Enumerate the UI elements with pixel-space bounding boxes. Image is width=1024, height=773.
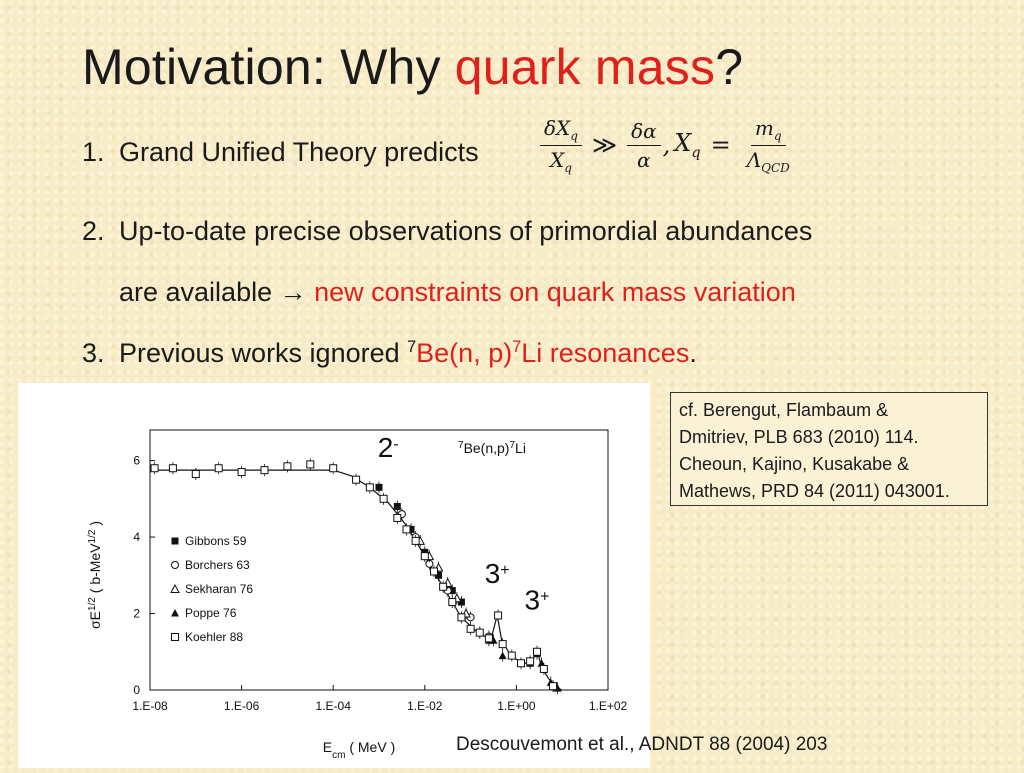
data-point [484,634,493,643]
figure-citation: Descouvemont et al., ADNDT 88 (2004) 203 [456,734,828,755]
data-point [407,525,415,533]
chart-svg: 1.E-08 1.E-06 1.E-04 1.E-02 1.E+00 1.E+02 0 2 4 6… [87,429,628,761]
fraction-mq-over-lambda: mq ΛQCD [746,116,790,176]
data-point [168,464,177,473]
legend-marker [171,537,179,545]
data-point [539,664,548,673]
data-point [494,611,503,620]
references-box: cf. Berengut, Flambaum & Dmitriev, PLB 6… [670,392,988,506]
data-point [260,466,269,475]
y-axis-label: σE1/2 ( b-MeV1/2 ) [87,521,104,629]
list-item-2: 2. Up-to-date precise observations of pr… [0,215,1024,325]
slide-title: Motivation: Why quark mass? [82,40,743,95]
data-point [237,468,246,477]
data-point [352,475,361,484]
x-axis-label: Ecm ( MeV ) [323,739,395,761]
item-text: Grand Unified Theory predicts [119,137,479,167]
data-point [498,640,507,649]
reference-line: Dmitriev, PLB 683 (2010) 114. [679,427,919,447]
cross-section-chart: 1.E-08 1.E-06 1.E-04 1.E-02 1.E+00 1.E+02 0 2 4 6… [18,383,650,768]
data-point [365,483,374,492]
legend-marker [171,609,179,617]
data-point [411,536,420,545]
x-tick-label: 1.E-08 [132,699,168,713]
data-point [150,464,159,473]
legend-label: Gibbons 59 [185,534,247,548]
formula-comma: , [662,131,671,160]
y-tick-label: 6 [133,454,140,468]
data-point [214,464,223,473]
x-q-symbol: Xq [674,129,701,162]
data-point [402,525,411,534]
plot-frame [149,429,609,691]
x-tick-label: 1.E+00 [497,699,536,713]
title-prefix: Motivation: Why [82,39,455,95]
data-point [533,647,542,656]
data-point [549,682,558,691]
data-point [526,657,535,666]
reference-line: cf. Berengut, Flambaum & [679,400,889,420]
data-point [420,552,429,561]
fraction-delta-alpha-over-alpha: δα α [627,119,661,172]
legend-label: Poppe 76 [185,606,237,620]
resonance-label: 3+ [485,558,510,589]
data-point [448,598,457,607]
equals-sign: = [710,131,731,160]
reaction-label: 7Be(n,p)7Li [458,440,526,457]
legend-marker [170,583,180,593]
much-greater-symbol: ≫ [591,131,618,160]
x-tick-label: 1.E+02 [589,699,628,713]
x-tick-label: 1.E-02 [407,699,443,713]
item-number: 3. [82,338,105,368]
data-point [457,613,466,622]
data-point [393,502,401,510]
data-point [516,659,525,668]
y-tick-label: 4 [133,530,140,544]
title-suffix: ? [715,39,744,95]
gut-formula: δXq Xq ≫ δα α , Xq = mq ΛQCD [538,116,796,176]
list-item-1: 1. Grand Unified Theory predicts δXq Xq … [0,116,1024,193]
data-point [466,624,475,633]
data-point [329,464,338,473]
data-point [439,582,448,591]
item-number: 2. [82,216,105,246]
data-point [379,494,388,503]
title-highlight: quark mass [454,39,716,95]
x-tick-label: 1.E-06 [224,699,260,713]
data-point [283,462,292,471]
resonance-label: 3+ [525,585,550,616]
data-point [498,651,507,660]
data-point [448,587,456,595]
data-point [393,513,402,522]
resonance-label: 2- [378,432,399,463]
item-text: Previous works ignored 7Be(n, p)7Li reso… [119,338,697,368]
x-tick-label: 1.E-04 [316,699,352,713]
fraction-delta-x-over-x: δXq Xq [540,116,582,176]
data-point [306,460,315,469]
data-point [507,651,516,660]
data-point [475,628,484,637]
item-text-line1: Up-to-date precise observations of primo… [119,216,813,246]
list-item-3: 3. Previous works ignored 7Be(n, p)7Li r… [0,337,1024,377]
y-tick-label: 0 [133,683,140,697]
data-point [435,571,443,579]
legend-label: Koehler 88 [185,630,243,644]
item-text-line2: are available → new constraints on quark… [119,277,796,307]
reference-line: Mathews, PRD 84 (2011) 043001. [679,481,950,501]
y-tick-label: 2 [133,607,140,621]
data-point [191,469,200,478]
legend-label: Sekharan 76 [185,582,253,596]
data-point [429,567,438,576]
legend-marker [171,633,179,641]
legend-marker [171,561,179,569]
legend-label: Borchers 63 [185,558,250,572]
reference-line: Cheoun, Kajino, Kusakabe & [679,454,910,474]
item-number: 1. [82,137,105,167]
data-point [375,483,383,491]
